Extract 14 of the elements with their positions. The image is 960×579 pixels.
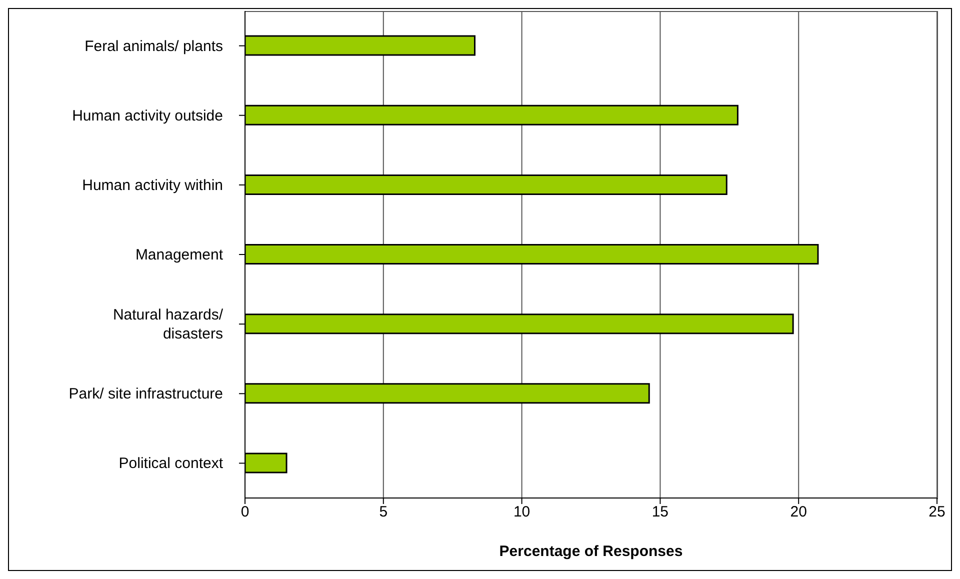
x-tick-label: 10 [513,504,530,521]
x-tick-label: 5 [379,504,388,521]
y-tick-label: Feral animals/ plants [84,37,223,54]
x-tick-label: 25 [928,504,946,521]
y-tick-label: Political context [118,454,224,472]
x-axis-title: Percentage of Responses [499,543,683,560]
y-tick-label: Management [135,246,224,263]
y-tick-label: Human activity outside [72,106,223,124]
y-tick-label: Park/ site infrastructure [68,385,223,402]
x-tick-label: 20 [790,504,807,521]
y-tick-label: Human activity within [82,176,223,194]
x-tick-label: 0 [240,504,250,521]
x-tick-label: 15 [652,504,669,521]
y-tick-label: Natural hazards/ disasters [112,306,224,342]
